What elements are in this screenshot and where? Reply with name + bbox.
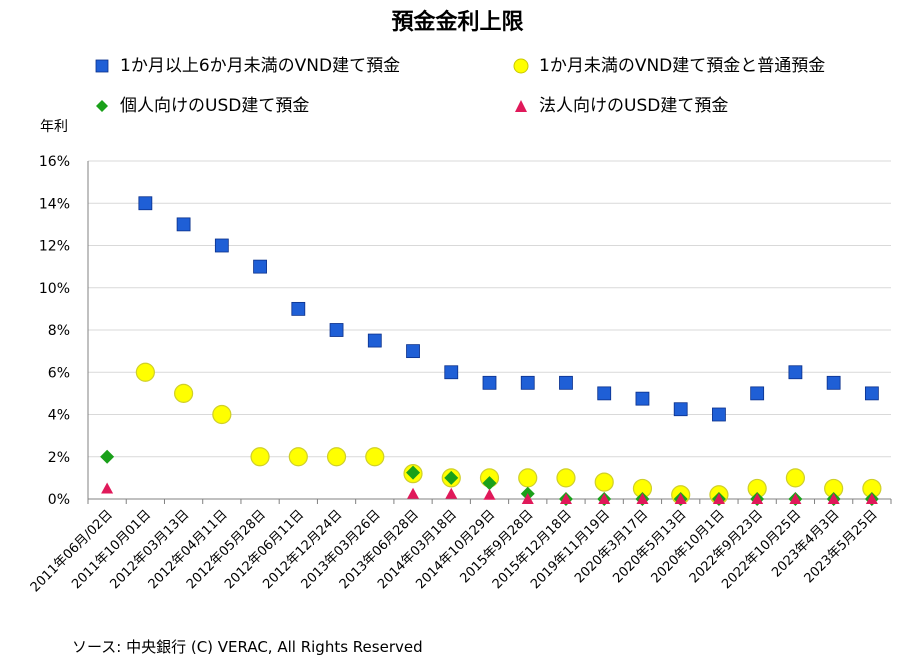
- legend-item-usd-personal: 個人向けのUSD建て預金: [92, 94, 309, 118]
- data-point-triangle: [483, 488, 496, 500]
- data-point-triangle: [636, 493, 649, 504]
- data-point-square: [329, 323, 344, 337]
- data-point-circle: [785, 468, 806, 488]
- data-point-diamond: [444, 470, 459, 485]
- legend-label: 個人向けのUSD建て預金: [120, 96, 310, 116]
- legend-label: 1か月以上6か月未満のVND建て預金: [120, 56, 401, 76]
- data-point-triangle: [751, 493, 764, 504]
- data-point-square: [367, 333, 382, 348]
- data-point-triangle: [712, 493, 725, 504]
- data-point-circle: [365, 447, 385, 467]
- y-axis-label: 年利: [40, 119, 68, 135]
- data-point-circle: [250, 447, 270, 467]
- y-tick-label: 2%: [48, 450, 70, 466]
- y-tick-label: 6%: [48, 365, 70, 381]
- data-point-circle: [173, 383, 194, 403]
- triangle-marker-icon: [511, 96, 531, 116]
- data-point-square: [826, 375, 841, 390]
- data-point-circle: [135, 362, 155, 382]
- data-point-circle: [518, 468, 538, 488]
- legend-label: 法人向けのUSD建て預金: [539, 96, 729, 116]
- y-tick-label: 8%: [48, 323, 70, 339]
- data-point-diamond: [406, 465, 421, 480]
- diamond-marker-icon: [92, 96, 112, 116]
- data-point-triangle: [559, 493, 572, 504]
- chart-title: 預金金利上限: [391, 10, 524, 35]
- legend-item-vnd-under-1m: 1か月未満のVND建て預金と普通預金: [511, 54, 825, 78]
- data-point-triangle: [598, 493, 611, 504]
- data-point-square: [635, 391, 650, 406]
- y-tick-label: 10%: [39, 281, 70, 297]
- data-point-square: [597, 386, 612, 401]
- data-point-circle: [326, 447, 347, 467]
- square-marker-icon: [92, 56, 112, 76]
- data-point-square: [482, 375, 497, 390]
- data-point-triangle: [865, 493, 878, 504]
- data-point-square: [406, 344, 420, 359]
- y-tick-label: 0%: [48, 492, 70, 508]
- data-point-square: [559, 375, 573, 390]
- data-point-triangle: [674, 493, 687, 504]
- data-point-circle: [556, 468, 576, 488]
- data-point-square: [673, 402, 688, 417]
- x-tick-label: 2023年4月3日: [769, 507, 842, 580]
- data-point-square: [214, 238, 229, 253]
- data-point-square: [253, 259, 267, 274]
- data-point-circle: [212, 404, 232, 425]
- circle-marker-icon: [511, 56, 531, 76]
- data-point-diamond: [100, 449, 115, 464]
- data-point-square: [520, 375, 535, 390]
- data-point-square: [291, 301, 306, 316]
- data-point-square: [138, 196, 153, 211]
- y-tick-label: 16%: [39, 154, 70, 170]
- data-point-triangle: [521, 493, 534, 504]
- data-point-triangle: [789, 493, 802, 504]
- data-point-triangle: [445, 487, 458, 499]
- y-tick-label: 12%: [39, 239, 70, 255]
- legend-label: 1か月未満のVND建て預金と普通預金: [539, 56, 826, 76]
- data-point-circle: [594, 472, 614, 492]
- data-point-square: [176, 217, 191, 232]
- data-point-circle: [288, 447, 308, 467]
- y-tick-label: 4%: [48, 408, 70, 424]
- data-point-square: [444, 365, 459, 380]
- data-point-square: [750, 386, 765, 401]
- data-point-triangle: [101, 482, 114, 494]
- legend-item-usd-corporate: 法人向けのUSD建て預金: [511, 94, 728, 118]
- data-point-square: [788, 365, 803, 380]
- data-point-diamond: [482, 476, 497, 491]
- data-point-square: [712, 407, 726, 422]
- legend-item-vnd-1-6m: 1か月以上6か月未満のVND建て預金: [92, 54, 400, 78]
- source-note: ソース: 中央銀行 (C) VERAC, All Rights Reserved: [72, 638, 423, 656]
- y-tick-label: 14%: [39, 196, 70, 212]
- data-point-triangle: [827, 493, 840, 504]
- data-point-triangle: [407, 487, 420, 499]
- data-point-square: [864, 386, 879, 401]
